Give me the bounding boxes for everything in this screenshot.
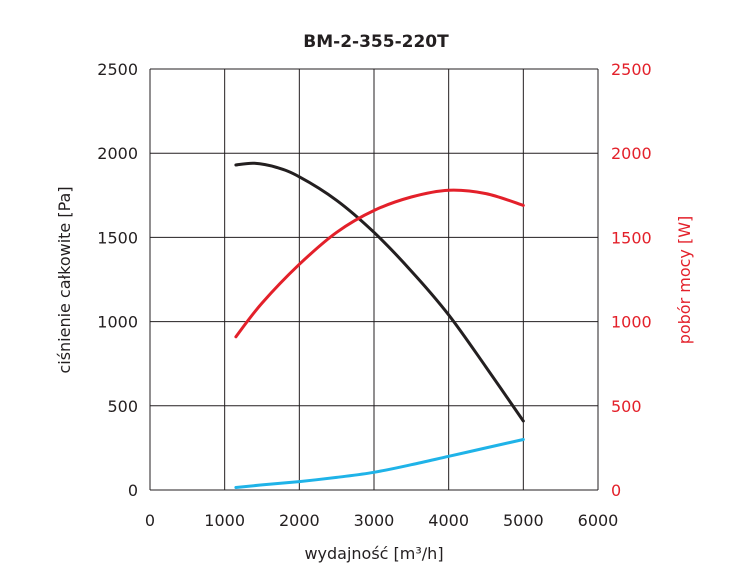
power-curve — [234, 188, 525, 339]
secondary-curve — [234, 438, 525, 489]
x-tick-label: 4000 — [428, 511, 469, 530]
y-tick-label-right: 500 — [611, 397, 642, 416]
tick-labels: 0 1000 2000 3000 4000 5000 6000050010001500200… — [97, 60, 651, 530]
y-tick-label-left: 2500 — [97, 60, 138, 79]
x-tick-label: 3000 — [354, 511, 395, 530]
x-tick-label: 1000 — [204, 511, 245, 530]
y-tick-label-right: 1000 — [611, 313, 652, 332]
chart-title: BM-2-355-220T — [303, 32, 449, 52]
series-layer — [234, 161, 525, 489]
y-tick-label-right: 2500 — [611, 60, 652, 79]
x-tick-label: 2000 — [279, 511, 320, 530]
y-axis-label-right: pobór mocy [W] — [675, 216, 694, 345]
y-tick-label-right: 2000 — [611, 144, 652, 163]
y-tick-label-left: 500 — [107, 397, 138, 416]
y-tick-label-right: 1500 — [611, 228, 652, 247]
y-tick-label-left: 0 — [128, 481, 138, 500]
x-tick-label: 0 — [145, 511, 155, 530]
x-axis-label: wydajność [m³/h] — [304, 544, 443, 563]
y-tick-label-left: 1500 — [97, 228, 138, 247]
y-tick-label-left: 1000 — [97, 313, 138, 332]
grid — [149, 68, 599, 491]
y-axis-label-left: ciśnienie całkowite [Pa] — [55, 186, 74, 373]
x-tick-label: 6000 — [578, 511, 619, 530]
x-tick-label: 5000 — [503, 511, 544, 530]
y-tick-label-left: 2000 — [97, 144, 138, 163]
y-tick-label-right: 0 — [611, 481, 621, 500]
pressure-curve — [234, 161, 525, 423]
